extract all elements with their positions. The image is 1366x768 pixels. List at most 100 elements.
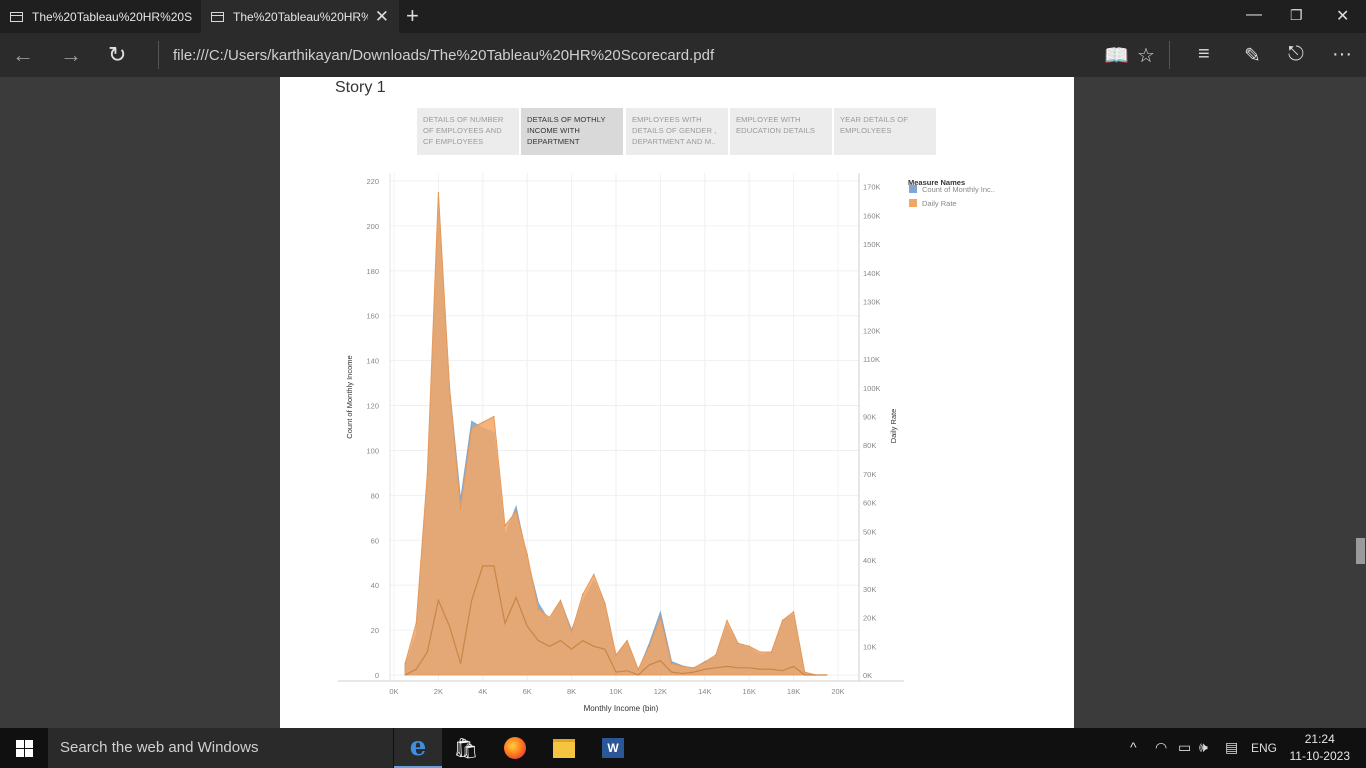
story-tab-1[interactable]: DETAILS OF NUMBER OF EMPLOYEES AND CF EM… — [417, 108, 519, 155]
windows-logo-icon — [15, 739, 33, 757]
web-note-icon[interactable]: ✎ — [1244, 45, 1261, 67]
y2-tick-label: 130K — [863, 298, 881, 307]
daily-rate-point — [593, 573, 595, 576]
y-tick-label: 80 — [371, 491, 379, 500]
y-tick-label: 0 — [375, 671, 379, 680]
word-taskbar-icon[interactable]: W — [589, 728, 637, 768]
refresh-icon[interactable]: ↻ — [108, 42, 127, 67]
close-tab-icon[interactable]: ✕ — [374, 7, 389, 26]
daily-rate-point — [770, 651, 772, 653]
window-close-icon[interactable]: ✕ — [1336, 8, 1350, 25]
wifi-icon[interactable]: ◠ — [1155, 739, 1168, 755]
daily-rate-point — [548, 616, 550, 619]
reading-view-icon[interactable]: 📖 — [1104, 45, 1129, 67]
story-tab-2[interactable]: DETAILS OF MOTHLY INCOME WITH DEPARTMENT — [521, 108, 623, 155]
scrollbar[interactable] — [1354, 77, 1366, 728]
daily-rate-point — [404, 662, 406, 665]
daily-rate-point — [759, 651, 761, 653]
store-taskbar-icon[interactable]: 🛍 — [453, 737, 479, 760]
y-tick-label: 40 — [371, 581, 379, 590]
daily-rate-point — [582, 593, 584, 596]
daily-rate-point — [559, 599, 562, 601]
x-tick-label: 12K — [654, 687, 667, 696]
daily-rate-point — [437, 191, 439, 194]
scrollbar-thumb[interactable] — [1356, 538, 1365, 564]
daily-rate-point — [626, 639, 628, 642]
taskbar-search[interactable]: Search the web and Windows — [48, 728, 393, 768]
hub-icon[interactable]: ≡ — [1198, 43, 1210, 65]
favorite-star-icon[interactable]: ☆ — [1137, 45, 1155, 67]
divider — [1169, 41, 1170, 69]
chevron-up-icon[interactable]: ^ — [1130, 739, 1137, 755]
y2-tick-label: 20K — [863, 614, 876, 623]
volume-icon[interactable]: 🕪 — [1199, 739, 1208, 755]
battery-icon[interactable]: ▭ — [1178, 739, 1192, 755]
x-tick-label: 6K — [523, 687, 532, 696]
daily-rate-point — [471, 427, 473, 429]
tab-page-icon — [211, 11, 224, 22]
new-tab-button[interactable]: + — [406, 3, 419, 28]
url-field[interactable]: file:///C:/Users/karthikayan/Downloads/T… — [173, 47, 715, 64]
y-tick-label: 20 — [371, 626, 379, 635]
y-tick-label: 160 — [366, 312, 379, 321]
y2-tick-label: 50K — [863, 527, 876, 536]
daily-rate-point — [704, 661, 706, 663]
daily-rate-point — [804, 671, 806, 673]
legend-title: Measure Names — [908, 178, 965, 187]
forward-arrow-icon[interactable]: → — [60, 42, 82, 67]
y2-tick-label: 30K — [863, 585, 876, 594]
y2-tick-label: 110K — [863, 355, 880, 364]
daily-rate-point — [426, 473, 428, 475]
daily-rate-point — [615, 654, 617, 656]
y2-tick-label: 90K — [863, 413, 876, 422]
daily-rate-point — [637, 668, 639, 670]
story-title: Story 1 — [335, 79, 386, 96]
daily-rate-point — [415, 622, 417, 624]
browser-tab-2[interactable]: The%20Tableau%20HR% ✕ — [201, 0, 399, 33]
y2-tick-label: 80K — [863, 441, 876, 450]
y2-tick-label: 170K — [863, 183, 881, 192]
tab-page-icon — [10, 11, 23, 22]
y2-axis-label: Daily Rate — [889, 409, 898, 444]
restore-icon[interactable]: ❐ — [1290, 7, 1303, 23]
x-tick-label: 4K — [478, 687, 487, 696]
pdf-viewer: Story 1 DETAILS OF NUMBER OF EMPLOYEES A… — [0, 77, 1366, 728]
minimize-icon[interactable]: — — [1246, 6, 1262, 23]
language-indicator[interactable]: ENG — [1251, 741, 1278, 755]
daily-rate-point — [670, 662, 673, 665]
daily-rate-point — [493, 415, 495, 418]
edge-taskbar-icon[interactable]: e — [394, 728, 442, 768]
clock[interactable]: 21:24 11-10-2023 — [1289, 732, 1351, 763]
daily-rate-point — [815, 674, 817, 676]
story-tab-3[interactable]: EMPLOYEES WITH DETAILS OF GENDER , DEPAR… — [626, 108, 728, 155]
y-axis-label: Count of Monthly Income — [345, 355, 354, 438]
x-tick-label: 20K — [831, 687, 844, 696]
file-explorer-taskbar-icon[interactable] — [540, 728, 588, 768]
chart-ticks: 0 20 40 60 80 100 120 140 160 180 200 220 0K 10K 20K 30… — [366, 177, 880, 696]
start-button[interactable] — [0, 728, 48, 768]
browser-tab-1[interactable]: The%20Tableau%20HR%20S — [0, 0, 200, 33]
address-bar: ← → ↻ file:///C:/Users/karthikayan/Downl… — [0, 33, 1366, 77]
y-tick-label: 220 — [366, 177, 379, 186]
taskbar: Search the web and Windows e 🛍 W ^ ◠ ▭ 🕪… — [0, 728, 1366, 768]
daily-rate-point — [571, 631, 573, 633]
x-tick-label: 16K — [743, 687, 756, 696]
firefox-taskbar-icon[interactable] — [491, 728, 539, 768]
y2-tick-label: 100K — [863, 384, 881, 393]
story-tab-4[interactable]: EMPLOYEE WITH EDUCATION DETAILS — [730, 108, 832, 155]
more-icon[interactable]: ··· — [1332, 43, 1352, 65]
daily-rate-point — [737, 642, 739, 645]
daily-rate-point — [515, 510, 517, 512]
daily-rate-point — [748, 645, 750, 647]
daily-rate-point — [604, 602, 606, 604]
back-arrow-icon[interactable]: ← — [12, 42, 34, 67]
story-tab-5[interactable]: YEAR DETAILS OF EMPLOLYEES — [834, 108, 936, 155]
share-icon[interactable]: ⎋ — [1288, 43, 1304, 65]
daily-rate-point — [537, 608, 539, 610]
notification-icon[interactable]: ▤ — [1225, 739, 1239, 755]
daily-rate-point — [726, 619, 728, 622]
daily-rate-point — [682, 665, 684, 667]
daily-rate-point — [648, 645, 650, 647]
y-tick-label: 180 — [366, 267, 379, 276]
chart-axes — [338, 173, 904, 682]
